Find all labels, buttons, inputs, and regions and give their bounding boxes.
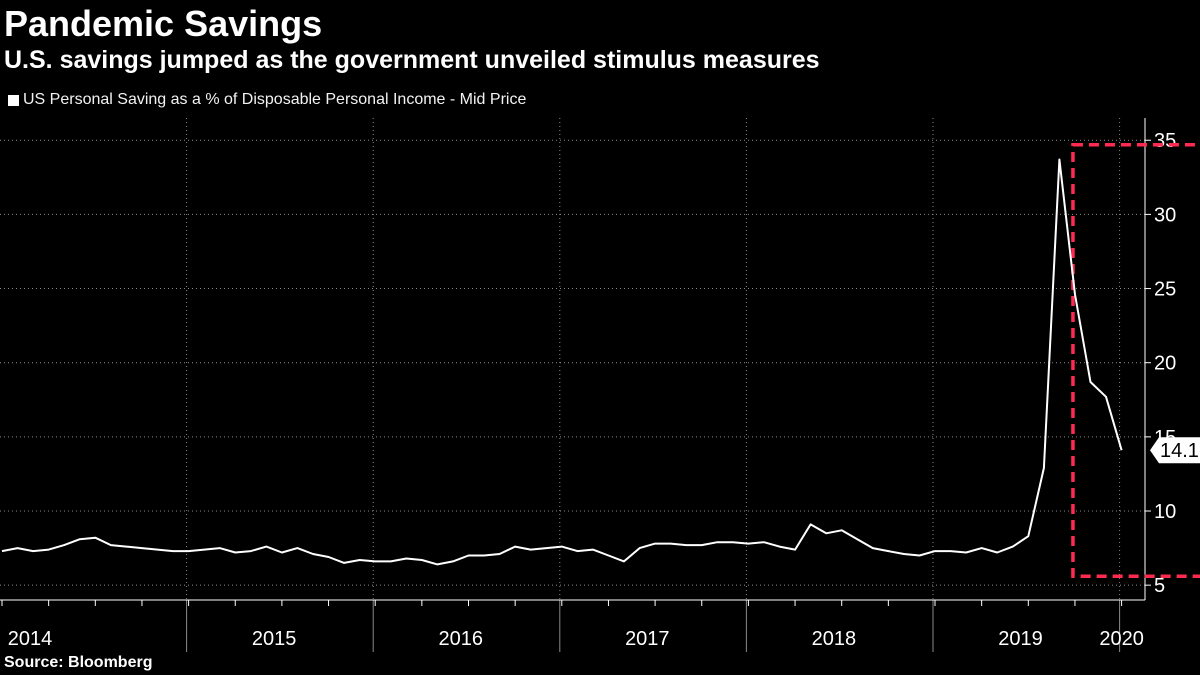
series-line (1, 158, 1123, 566)
last-value-marker (1150, 437, 1200, 464)
y-tick-label: 35 (1154, 130, 1176, 152)
x-tick-label: 2015 (252, 628, 297, 650)
last-value-label: 14.1 (1160, 440, 1199, 462)
y-tick-label: 5 (1154, 575, 1165, 597)
x-tick-label: 2017 (625, 628, 670, 650)
legend-label: US Personal Saving as a % of Disposable … (23, 91, 527, 108)
legend: US Personal Saving as a % of Disposable … (8, 90, 526, 110)
y-tick-label: 25 (1154, 279, 1176, 301)
y-tick-label: 10 (1154, 501, 1176, 523)
chart-subtitle: U.S. savings jumped as the government un… (4, 46, 820, 74)
grid-layer (0, 118, 1145, 600)
x-tick-label: 2018 (812, 628, 857, 650)
x-tick-label: 2019 (998, 628, 1043, 650)
legend-swatch (8, 94, 19, 106)
y-tick-label: 30 (1154, 204, 1176, 226)
highlight-box (1071, 142, 1200, 579)
source-note: Source: Bloomberg (4, 654, 153, 671)
x-tick-label: 2016 (438, 628, 483, 650)
y-tick-label: 20 (1154, 353, 1176, 375)
label-layer: 14.1 (1150, 437, 1200, 464)
chart-title: Pandemic Savings (4, 3, 323, 44)
axis-layer: 5101520253035201420152016201720182019202… (0, 118, 1176, 652)
highlight-layer (1071, 142, 1200, 579)
series-layer (1, 158, 1123, 566)
x-tick-label: 2014 (8, 628, 53, 650)
x-tick-label: 2020 (1099, 628, 1144, 650)
